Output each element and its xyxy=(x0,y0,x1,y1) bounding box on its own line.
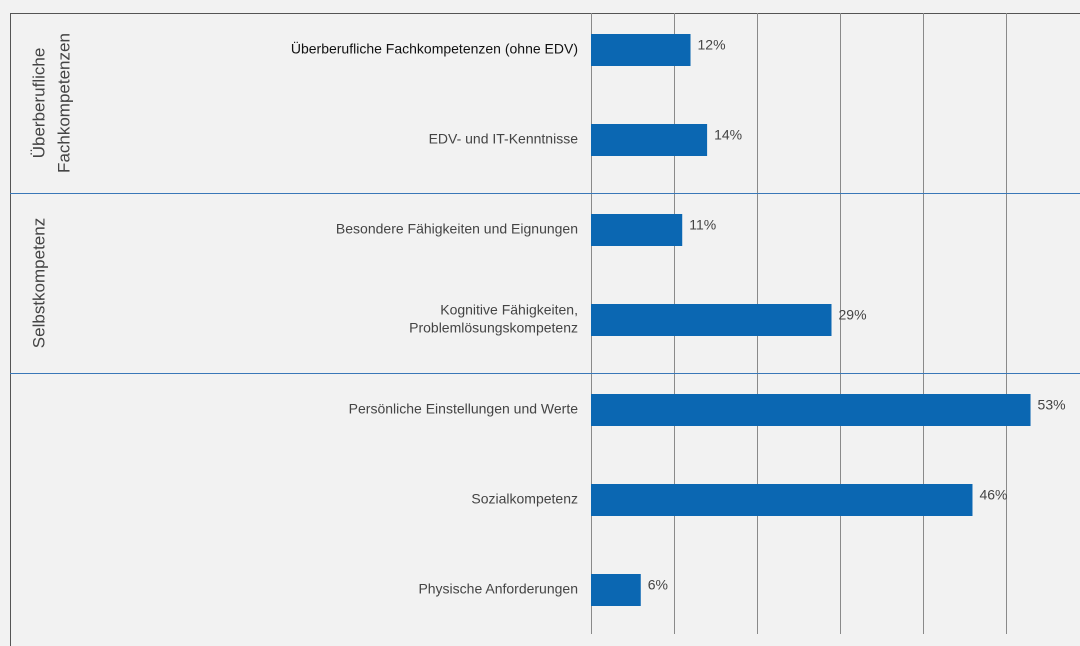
bar xyxy=(591,304,832,336)
bar xyxy=(591,34,691,66)
bar xyxy=(591,214,683,246)
group-label: Überberufliche xyxy=(29,48,48,159)
category-label: Überberufliche Fachkompetenzen (ohne EDV… xyxy=(291,40,578,57)
value-label: 12% xyxy=(698,37,726,53)
value-label: 29% xyxy=(839,307,867,323)
bar xyxy=(591,484,973,516)
category-label: EDV- und IT-Kenntnisse xyxy=(429,131,579,147)
bar xyxy=(591,574,641,606)
category-label: Sozialkompetenz xyxy=(471,491,578,507)
group-label: Selbstkompetenz xyxy=(29,218,48,348)
value-label: 6% xyxy=(648,577,668,593)
category-label: Problemlösungskompetenz xyxy=(409,320,578,336)
category-label: Besondere Fähigkeiten und Eignungen xyxy=(336,221,578,237)
value-label: 53% xyxy=(1038,397,1066,413)
bar xyxy=(591,394,1031,426)
group-label: Fachkompetenzen xyxy=(54,33,73,173)
value-label: 46% xyxy=(979,487,1007,503)
category-label: Persönliche Einstellungen und Werte xyxy=(349,401,579,417)
bar xyxy=(591,124,708,156)
value-label: 14% xyxy=(714,127,742,143)
category-label: Kognitive Fähigkeiten, xyxy=(440,302,578,318)
category-label: Physische Anforderungen xyxy=(418,581,578,597)
value-label: 11% xyxy=(689,217,716,233)
